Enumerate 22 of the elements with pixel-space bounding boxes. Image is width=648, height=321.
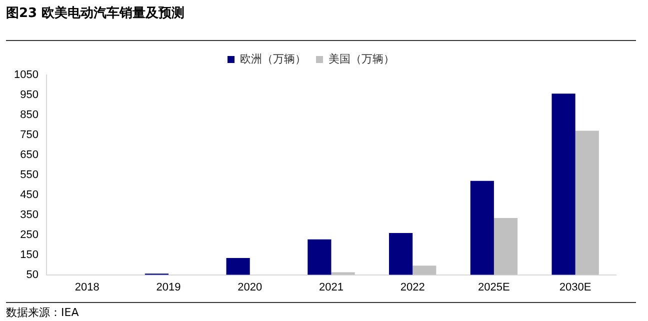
y-tick-label: 850 bbox=[20, 108, 38, 121]
x-tick-label: 2025E bbox=[478, 281, 510, 294]
y-tick-label: 250 bbox=[20, 228, 38, 241]
x-tick-label: 2019 bbox=[156, 281, 181, 294]
y-tick-label: 950 bbox=[20, 89, 38, 102]
y-tick-label: 450 bbox=[20, 188, 38, 201]
y-tick-label: 50 bbox=[26, 268, 38, 281]
y-tick-label: 350 bbox=[20, 208, 38, 221]
y-tick-label: 650 bbox=[20, 148, 38, 161]
x-tick-label: 2030E bbox=[559, 281, 592, 294]
y-tick-label: 750 bbox=[20, 128, 38, 141]
x-tick-label: 2021 bbox=[318, 281, 344, 294]
legend-label: 欧洲（万辆） bbox=[240, 52, 306, 66]
y-tick-label: 1050 bbox=[14, 69, 38, 82]
chart-title: 图23 欧美电动汽车销量及预测 bbox=[6, 4, 185, 22]
source-note: 数据来源：IEA bbox=[6, 305, 79, 320]
x-tick-label: 2020 bbox=[238, 281, 262, 294]
x-tick-label: 2022 bbox=[400, 281, 425, 294]
y-tick-label: 550 bbox=[20, 168, 38, 181]
x-tick-label: 2018 bbox=[74, 281, 100, 294]
legend-label: 美国（万辆） bbox=[328, 52, 394, 66]
y-tick-label: 150 bbox=[20, 248, 38, 261]
